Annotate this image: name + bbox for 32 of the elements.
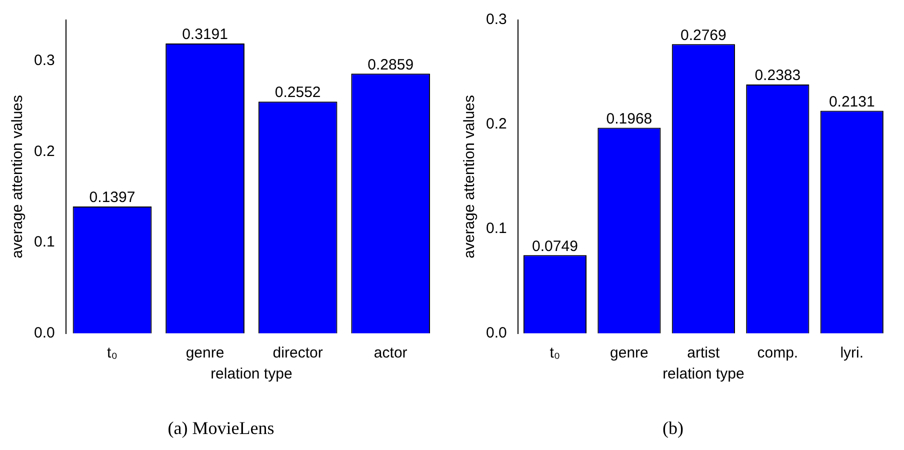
data-label: 0.3191 <box>182 26 228 44</box>
y-tick-label: 0.2 <box>486 116 507 133</box>
y-tick-label: 0.1 <box>486 220 507 238</box>
x-tick-label: artist <box>687 344 721 362</box>
y-tick-label: 0.1 <box>34 234 55 251</box>
y-axis-title: average attention values <box>461 94 478 258</box>
x-tick-label: lyri. <box>840 344 864 362</box>
y-tick-label: 0.3 <box>34 52 55 70</box>
data-label: 0.1397 <box>89 189 136 206</box>
text: (a) MovieLens <box>168 418 274 438</box>
x-axis-title: relation type <box>662 366 744 383</box>
data-label: 0.2859 <box>368 56 414 74</box>
text: (b) <box>662 418 684 438</box>
data-label: 0.2131 <box>828 93 875 110</box>
data-label: 0.0749 <box>532 238 578 255</box>
y-tick-label: 0.0 <box>34 324 55 342</box>
x-tick-label: genre <box>610 344 648 362</box>
x-tick-label: t₀ <box>550 344 560 362</box>
data-label: 0.2552 <box>274 84 321 102</box>
x-tick-label: t₀ <box>107 344 118 362</box>
x-tick-label: director <box>272 344 323 362</box>
data-label: 0.2383 <box>754 67 801 84</box>
x-axis-title: relation type <box>210 366 292 383</box>
x-tick-label: genre <box>186 344 224 362</box>
y-tick-label: 0.0 <box>486 324 507 342</box>
y-tick-label: 0.3 <box>486 11 507 28</box>
x-tick-label: comp. <box>757 344 798 362</box>
y-axis-title: average attention values <box>9 94 26 258</box>
x-tick-label: actor <box>374 344 408 362</box>
y-tick-label: 0.2 <box>34 142 55 160</box>
data-label: 0.2769 <box>680 26 726 44</box>
data-label: 0.1968 <box>606 110 652 128</box>
